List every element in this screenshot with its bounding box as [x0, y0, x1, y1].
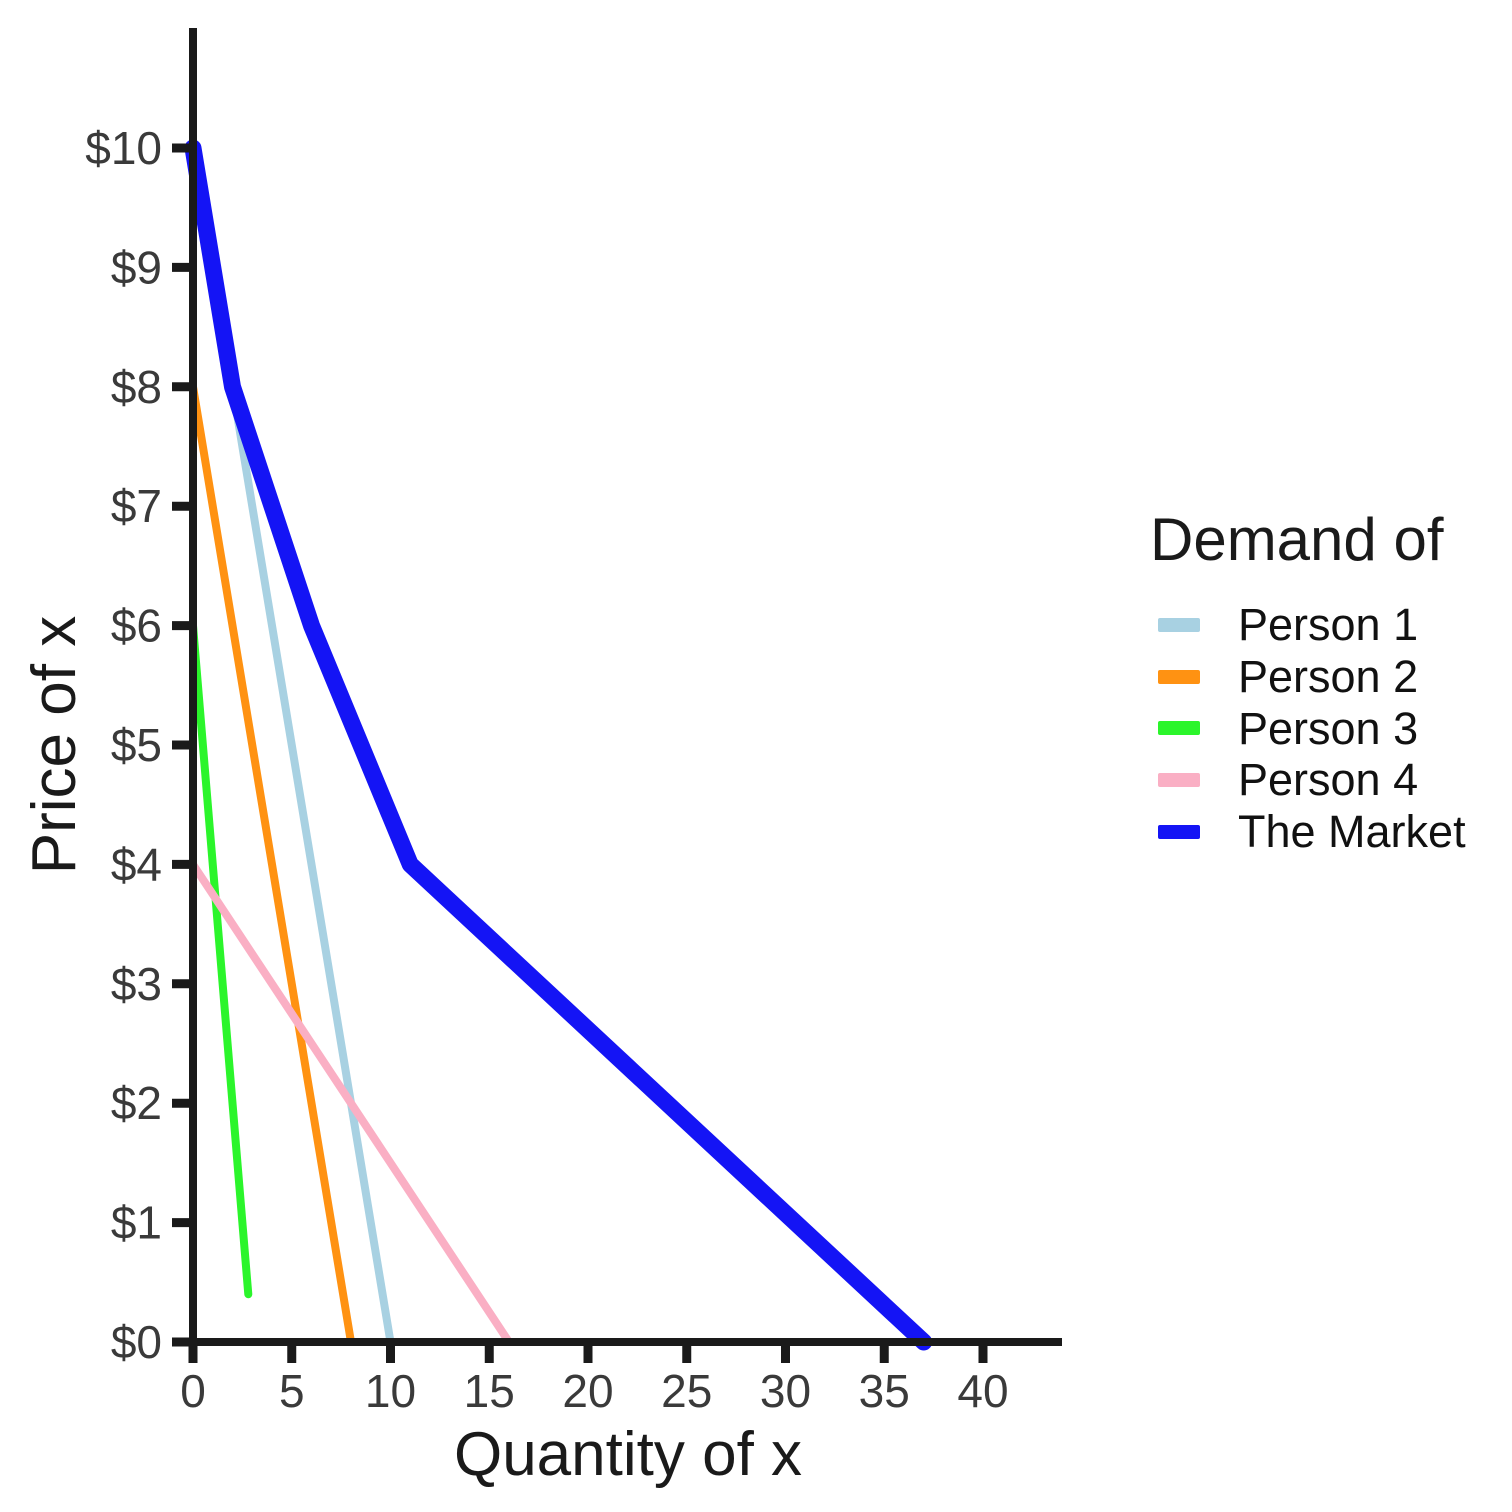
x-tick-label: 30 [760, 1365, 811, 1417]
y-tick-label: $3 [111, 958, 162, 1010]
y-tick-label: $10 [85, 122, 162, 174]
x-axis-title: Quantity of x [453, 1420, 803, 1489]
legend-key-person-2 [1158, 669, 1200, 684]
legend-key-person-4 [1158, 772, 1200, 787]
legend-item-the-market: The Market [1150, 806, 1510, 858]
legend-label: Person 1 [1238, 599, 1419, 651]
legend-item-person-3: Person 3 [1150, 702, 1510, 754]
x-tick-label: 10 [365, 1365, 416, 1417]
series-line-the-market [184, 139, 933, 1351]
x-tick-label: 25 [661, 1365, 712, 1417]
y-tick-label: $1 [111, 1197, 162, 1249]
y-tick-label: $4 [111, 838, 162, 890]
y-tick-label: $5 [111, 719, 162, 771]
y-tick-label: $8 [111, 361, 162, 413]
x-tick-label: 40 [957, 1365, 1008, 1417]
y-tick-label: $2 [111, 1077, 162, 1129]
legend-label: The Market [1238, 806, 1466, 858]
legend-key-person-3 [1158, 721, 1200, 736]
x-tick-label: 0 [180, 1365, 206, 1417]
legend-key-the-market [1158, 824, 1200, 839]
x-tick-label: 20 [562, 1365, 613, 1417]
series-line-person-2 [189, 382, 355, 1346]
legend-items: Person 1 Person 2 Person 3 Person 4 The Mark… [1150, 599, 1510, 857]
y-tick-label: $0 [111, 1316, 162, 1368]
y-axis-title: Price of x [20, 615, 89, 875]
legend-label: Person 3 [1238, 702, 1419, 754]
x-tick-label: 5 [279, 1365, 305, 1417]
y-tick-label: $9 [111, 241, 162, 293]
x-tick-label: 35 [859, 1365, 910, 1417]
legend-label: Person 4 [1238, 754, 1419, 806]
x-tick-label: 15 [464, 1365, 515, 1417]
legend-item-person-4: Person 4 [1150, 754, 1510, 806]
series-line-person-3 [189, 621, 253, 1299]
legend: Demand of Person 1 Person 2 Person 3 Person… [1150, 510, 1510, 857]
legend-key-person-1 [1158, 617, 1200, 632]
legend-title: Demand of [1150, 506, 1444, 573]
y-tick-label: $7 [111, 480, 162, 532]
legend-item-person-2: Person 2 [1150, 651, 1510, 703]
y-tick-label: $6 [111, 600, 162, 652]
legend-item-person-1: Person 1 [1150, 599, 1510, 651]
series-line-person-4 [189, 860, 513, 1346]
legend-label: Person 2 [1238, 651, 1419, 703]
